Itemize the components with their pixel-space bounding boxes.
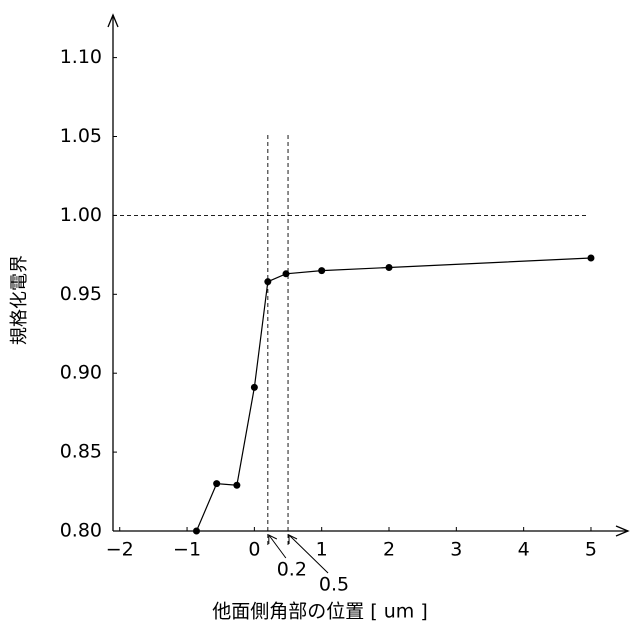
data-point (587, 255, 594, 262)
x-tick-label: −2 (106, 539, 134, 561)
x-axis-label: 他面側角部の位置 [ um ] (212, 601, 428, 623)
x-tick-label: −1 (173, 539, 201, 561)
data-point (264, 278, 271, 285)
x-tick-label: 1 (316, 539, 328, 561)
y-tick-label: 0.85 (60, 441, 102, 463)
annotation-label: 0.5 (319, 574, 349, 596)
x-tick-label: 2 (383, 539, 395, 561)
y-tick-label: 1.05 (60, 125, 102, 147)
y-tick-label: 0.80 (60, 520, 102, 542)
y-tick-label: 1.10 (60, 46, 102, 68)
y-tick-label: 1.00 (60, 204, 102, 226)
x-tick-label: 5 (585, 539, 597, 561)
y-tick-label: 0.95 (60, 283, 102, 305)
data-point (283, 270, 290, 277)
data-line (196, 258, 590, 531)
data-point (318, 267, 325, 274)
data-point (193, 528, 200, 535)
x-tick-label: 0 (248, 539, 260, 561)
data-point (386, 264, 393, 271)
annotation-label: 0.2 (277, 559, 307, 581)
annotation-arrow (269, 535, 286, 558)
data-point (251, 384, 258, 391)
chart: 他面側角部の位置 [ um ] 規格化電界 −2 −1 0 1 2 3 4 5 0.80 0.85… (0, 0, 640, 640)
data-point (233, 482, 240, 489)
x-tick-label: 4 (518, 539, 530, 561)
x-tick-label: 3 (450, 539, 462, 561)
data-point (213, 480, 220, 487)
y-axis-label: 規格化電界 (9, 255, 30, 345)
y-tick-label: 0.90 (60, 362, 102, 384)
